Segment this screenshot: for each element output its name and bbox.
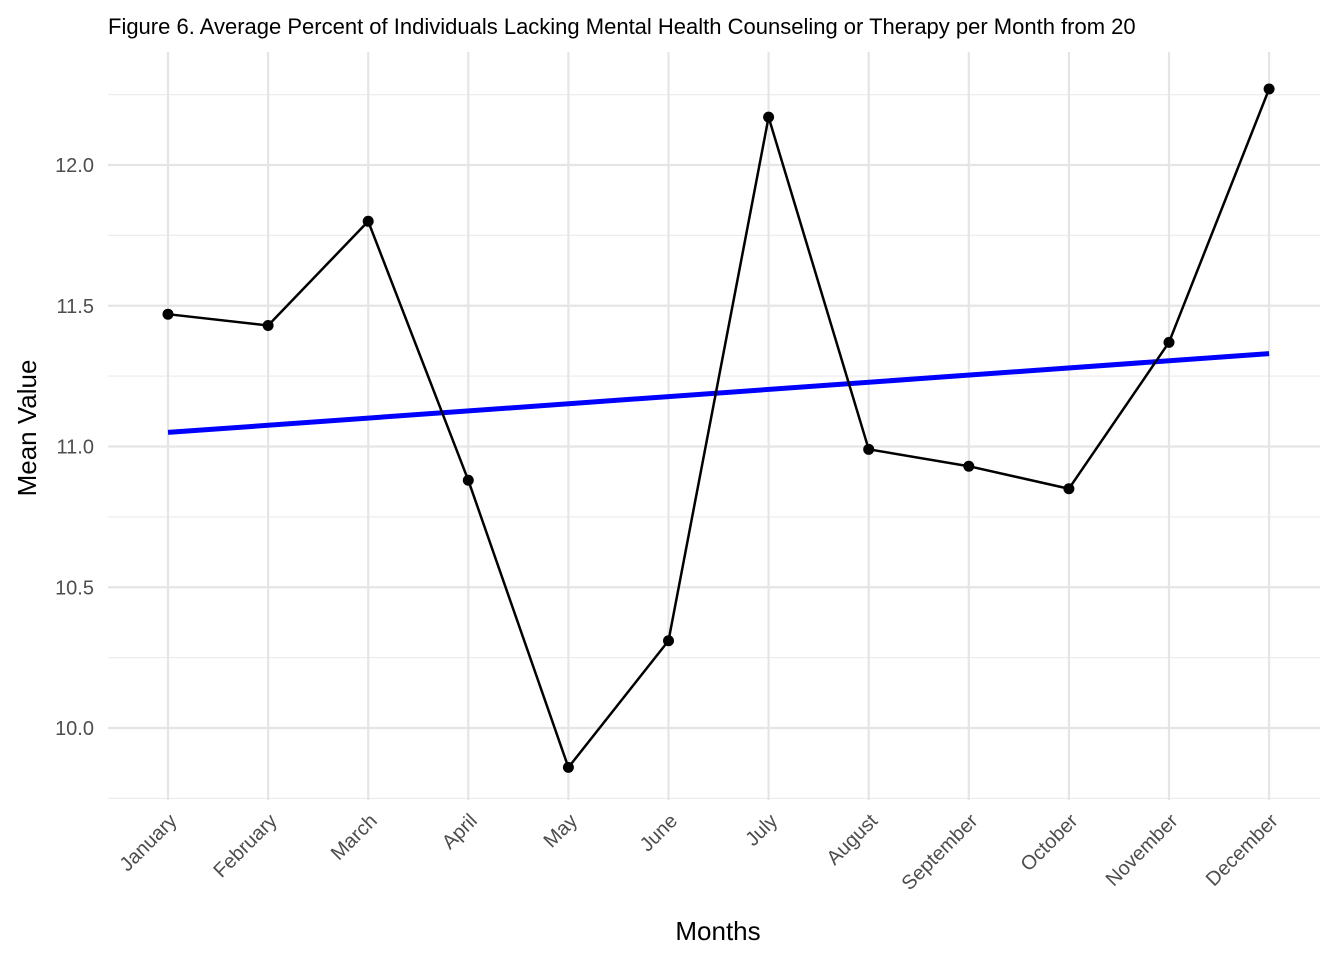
data-point	[562, 761, 574, 773]
x-tick-label: March	[327, 810, 382, 865]
x-tick-label: September	[898, 810, 983, 895]
data-point	[362, 215, 374, 227]
y-tick-label: 10.5	[55, 577, 94, 599]
chart-title: Figure 6. Average Percent of Individuals…	[108, 14, 1136, 39]
x-tick-label: May	[540, 810, 582, 852]
data-point	[663, 635, 674, 647]
trend-line-group	[167, 351, 1270, 435]
x-axis-ticks: January February March April May June July Augu…	[116, 810, 1283, 895]
x-tick-label: August	[823, 810, 883, 870]
y-axis-ticks: 10.0 10.5 11.0 11.5 12.0	[55, 155, 94, 740]
x-tick-label: October	[1017, 810, 1083, 876]
data-point	[462, 474, 474, 486]
data-point	[1063, 483, 1075, 495]
x-tick-label: November	[1102, 810, 1183, 891]
series-group	[162, 83, 1275, 773]
x-tick-label: July	[741, 810, 782, 851]
y-tick-label: 11.5	[57, 296, 94, 318]
data-point	[262, 319, 274, 331]
x-tick-label: February	[209, 810, 281, 882]
data-point	[1263, 83, 1275, 95]
data-point	[1163, 336, 1175, 348]
data-point	[162, 308, 174, 320]
trend-line	[167, 351, 1270, 435]
series-line	[167, 88, 1271, 769]
data-point	[763, 111, 775, 123]
data-point	[963, 460, 975, 472]
y-tick-label: 12.0	[55, 155, 94, 177]
y-axis-title: Mean Value	[12, 360, 42, 497]
x-tick-label: June	[636, 810, 682, 856]
x-axis-title: Months	[675, 916, 760, 946]
y-tick-label: 10.0	[55, 718, 94, 740]
x-tick-label: April	[438, 810, 482, 854]
x-tick-label: December	[1202, 810, 1283, 891]
x-tick-label: January	[116, 810, 182, 876]
data-point	[863, 443, 875, 455]
y-tick-label: 11.0	[57, 437, 94, 459]
